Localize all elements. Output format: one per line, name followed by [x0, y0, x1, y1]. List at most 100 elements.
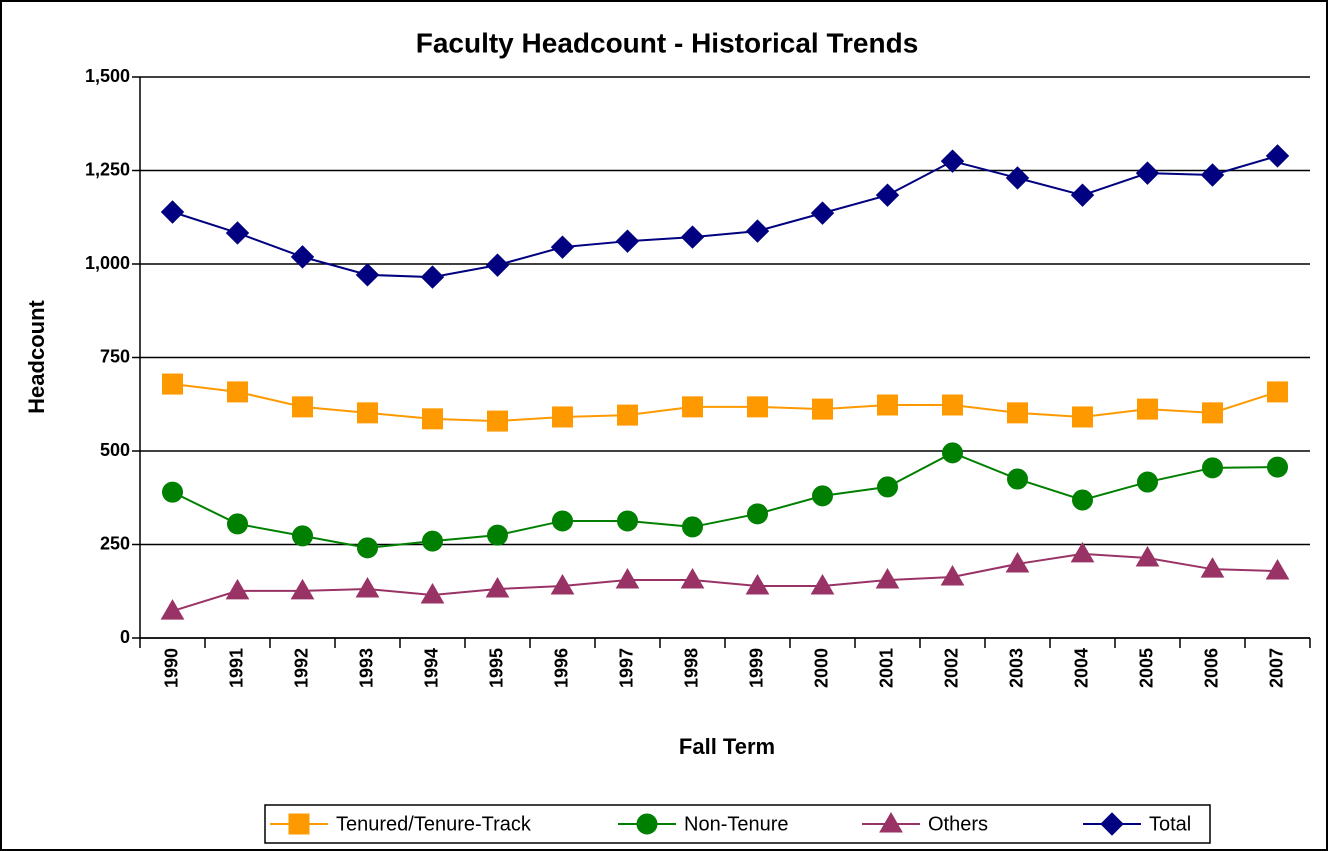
data-point [355, 263, 380, 287]
y-axis-label: Headcount [24, 299, 49, 413]
series-line [172, 451, 1278, 549]
data-point [1265, 559, 1290, 580]
data-point [552, 510, 573, 532]
data-point [1265, 144, 1290, 168]
data-point [810, 201, 835, 225]
data-point [422, 408, 443, 430]
x-tick-label: 2000 [811, 648, 831, 688]
y-tick-label: 750 [100, 346, 130, 366]
data-point [487, 410, 508, 432]
data-point [1007, 402, 1028, 424]
data-point [1070, 541, 1095, 563]
data-point [942, 394, 963, 416]
legend-marker [1100, 812, 1124, 836]
x-tick-label: 2001 [876, 648, 896, 688]
x-tick-label: 1992 [291, 648, 311, 688]
x-tick-label: 1994 [421, 648, 441, 688]
data-point [290, 578, 315, 600]
x-tick-label: 2003 [1006, 648, 1026, 688]
data-point [1135, 161, 1160, 185]
data-point [225, 578, 250, 600]
data-point [420, 265, 445, 289]
data-point [160, 599, 185, 620]
data-point [1072, 489, 1093, 511]
chart-title: Faculty Headcount - Historical Trends [416, 27, 919, 58]
legend [264, 804, 1211, 844]
data-point [1005, 166, 1030, 190]
data-point [162, 481, 183, 503]
data-point [292, 525, 313, 547]
data-point [1137, 471, 1158, 493]
legend-marker [288, 813, 310, 835]
data-point [1267, 456, 1288, 478]
data-point [420, 582, 445, 604]
data-point [617, 510, 638, 532]
y-tick-label: 500 [100, 440, 130, 460]
legend-label: Non-Tenure [684, 813, 789, 835]
data-point [355, 577, 380, 598]
data-point [747, 503, 768, 525]
data-point [357, 537, 378, 559]
data-point [227, 513, 248, 535]
data-point [225, 221, 250, 245]
data-point [1137, 398, 1158, 420]
data-point [1070, 183, 1095, 207]
data-point [747, 396, 768, 418]
x-tick-label: 2005 [1136, 648, 1156, 688]
x-tick-label: 1998 [681, 648, 701, 688]
data-point [1200, 557, 1225, 578]
data-point [227, 381, 248, 403]
series-line [172, 154, 1278, 279]
data-point [162, 373, 183, 395]
data-point [1200, 163, 1225, 187]
data-point [745, 219, 770, 243]
data-point [487, 524, 508, 546]
x-tick-label: 1999 [746, 648, 766, 688]
data-point [485, 577, 510, 598]
data-point [940, 565, 965, 586]
x-tick-label: 1996 [551, 648, 571, 688]
data-point [1267, 381, 1288, 403]
x-tick-label: 1990 [161, 648, 181, 688]
data-point [292, 396, 313, 418]
legend-label: Total [1149, 813, 1191, 835]
x-tick-label: 1995 [486, 648, 506, 688]
data-point [1007, 468, 1028, 490]
data-point [875, 568, 900, 589]
x-axis-label: Fall Term [679, 734, 775, 759]
data-point [942, 442, 963, 464]
data-point [810, 574, 835, 595]
y-tick-label: 1,000 [85, 253, 130, 273]
x-tick-label: 1993 [356, 648, 376, 688]
data-point [680, 225, 705, 249]
legend-marker [636, 813, 658, 835]
y-tick-label: 0 [120, 627, 130, 647]
legend-marker [879, 812, 903, 833]
data-point [550, 235, 575, 259]
data-point [877, 476, 898, 498]
series-line [172, 383, 1278, 423]
x-tick-label: 2004 [1071, 648, 1091, 688]
data-point [682, 516, 703, 538]
series-line [172, 552, 1278, 613]
y-tick-label: 1,250 [85, 159, 130, 179]
x-tick-label: 1997 [616, 648, 636, 688]
data-point [1072, 406, 1093, 428]
data-point [615, 229, 640, 253]
data-point [812, 398, 833, 420]
legend-label: Others [928, 813, 988, 835]
data-point [1135, 545, 1160, 567]
data-point [1005, 551, 1030, 573]
data-point [485, 253, 510, 277]
data-point [160, 200, 185, 224]
data-point [745, 574, 770, 595]
data-point [682, 396, 703, 418]
data-point [552, 406, 573, 428]
data-point [617, 404, 638, 426]
data-point [615, 568, 640, 589]
x-tick-label: 2006 [1201, 648, 1221, 688]
data-point [1202, 457, 1223, 479]
data-point [812, 485, 833, 507]
